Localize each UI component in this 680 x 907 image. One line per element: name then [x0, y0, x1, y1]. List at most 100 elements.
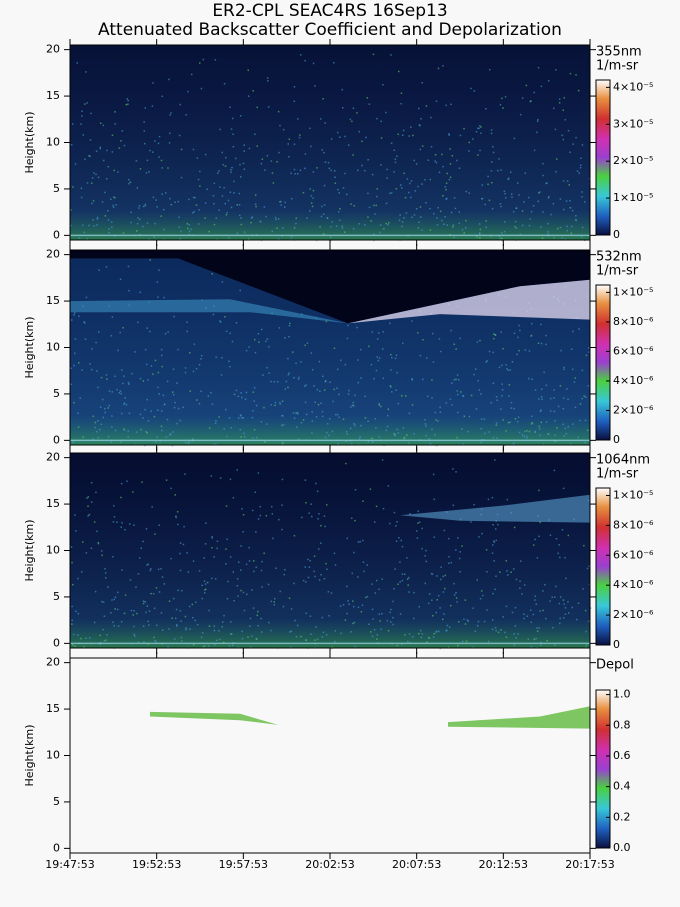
- speckle: [442, 195, 444, 197]
- speckle: [349, 118, 352, 121]
- plot-area: [70, 658, 590, 853]
- speckle: [442, 575, 444, 578]
- speckle: [215, 443, 217, 446]
- speckle: [347, 324, 349, 327]
- speckle: [462, 443, 465, 445]
- speckle: [229, 365, 231, 368]
- speckle: [167, 167, 169, 169]
- speckle: [158, 591, 161, 593]
- speckle: [448, 134, 450, 136]
- speckle: [242, 591, 245, 594]
- speckle: [70, 209, 72, 211]
- colorbar-tick-label: 0.4: [613, 780, 631, 793]
- speckle: [305, 612, 307, 615]
- speckle: [88, 154, 90, 157]
- speckle: [322, 375, 324, 378]
- speckle: [511, 611, 514, 614]
- y-axis-label: Height(km): [23, 111, 36, 173]
- speckle: [545, 182, 547, 185]
- speckle: [577, 89, 580, 92]
- speckle: [130, 609, 133, 612]
- speckle: [400, 539, 402, 542]
- speckle: [518, 349, 520, 352]
- speckle: [372, 441, 374, 443]
- speckle: [372, 618, 374, 620]
- speckle: [397, 583, 399, 585]
- speckle: [473, 90, 476, 92]
- speckle: [144, 348, 147, 351]
- speckle: [337, 442, 339, 445]
- speckle: [588, 351, 590, 353]
- speckle: [235, 322, 238, 324]
- colorbar-label: 1/m-sr: [596, 59, 639, 74]
- speckle: [430, 116, 432, 119]
- speckle: [121, 569, 123, 571]
- speckle: [504, 192, 506, 195]
- speckle: [458, 557, 461, 560]
- speckle: [271, 513, 274, 515]
- speckle: [521, 434, 524, 436]
- speckle: [309, 615, 312, 617]
- speckle: [367, 159, 369, 161]
- y-tick-label: 10: [46, 749, 60, 762]
- speckle: [538, 627, 540, 629]
- speckle: [207, 645, 210, 647]
- speckle: [320, 215, 323, 218]
- speckle: [439, 607, 441, 609]
- speckle: [142, 600, 145, 602]
- speckle: [429, 229, 432, 231]
- speckle: [559, 622, 561, 625]
- speckle: [179, 569, 182, 572]
- speckle: [539, 428, 541, 430]
- speckle: [192, 644, 195, 646]
- speckle: [127, 103, 129, 105]
- speckle: [316, 490, 319, 493]
- speckle: [158, 524, 160, 526]
- speckle: [368, 623, 370, 625]
- speckle: [176, 625, 178, 627]
- speckle: [562, 487, 565, 490]
- cirrus-layer: [400, 494, 590, 523]
- speckle: [566, 229, 568, 232]
- speckle: [129, 523, 131, 525]
- speckle: [488, 431, 490, 433]
- speckle: [224, 316, 226, 318]
- speckle: [390, 608, 392, 611]
- speckle: [535, 603, 537, 605]
- speckle: [99, 406, 102, 408]
- speckle: [199, 170, 201, 173]
- speckle: [229, 106, 231, 108]
- speckle: [274, 216, 277, 219]
- speckle: [96, 430, 98, 433]
- speckle: [569, 151, 571, 153]
- speckle: [179, 552, 181, 555]
- y-tick-label: 20: [46, 451, 60, 464]
- speckle: [528, 196, 530, 199]
- speckle: [375, 204, 377, 207]
- speckle: [533, 91, 535, 94]
- speckle: [121, 369, 123, 371]
- speckle: [352, 154, 354, 156]
- speckle: [315, 416, 318, 418]
- speckle: [152, 196, 155, 199]
- speckle: [283, 206, 286, 208]
- speckle: [193, 343, 196, 345]
- speckle: [541, 398, 543, 400]
- speckle: [501, 237, 503, 239]
- speckle: [253, 560, 255, 562]
- speckle: [429, 207, 431, 210]
- speckle: [323, 515, 326, 517]
- speckle: [252, 607, 255, 609]
- speckle: [537, 342, 540, 344]
- speckle: [444, 587, 446, 590]
- speckle: [570, 225, 573, 228]
- speckle: [121, 412, 123, 415]
- speckle: [530, 423, 533, 425]
- speckle: [361, 164, 363, 167]
- speckle: [192, 438, 194, 440]
- speckle: [87, 515, 89, 517]
- speckle: [114, 429, 117, 432]
- speckle: [381, 578, 383, 580]
- speckle: [146, 159, 149, 162]
- speckle: [502, 347, 504, 350]
